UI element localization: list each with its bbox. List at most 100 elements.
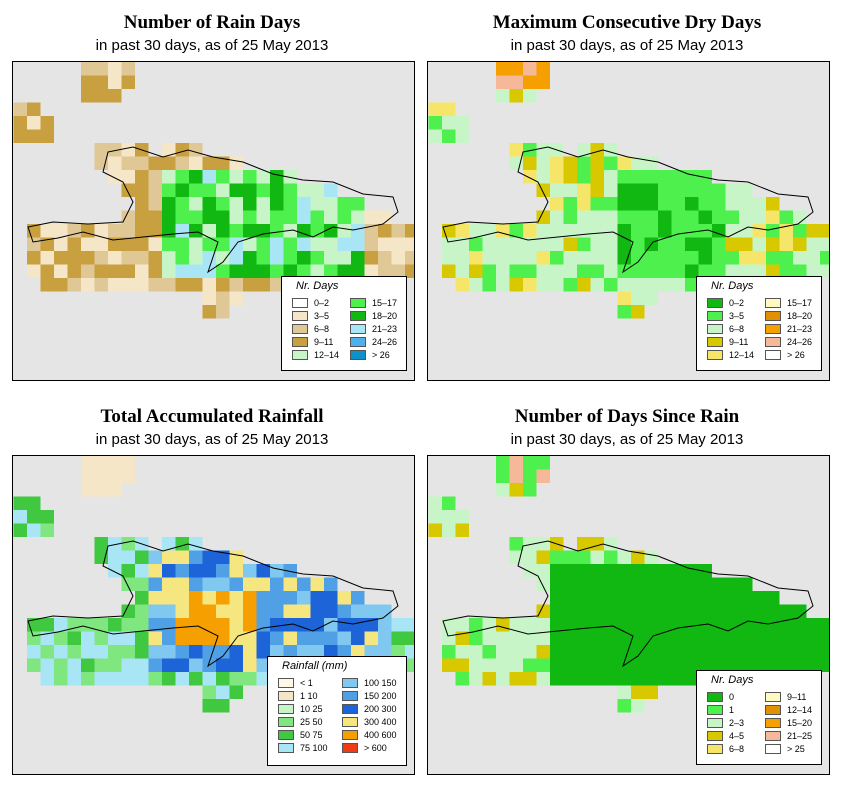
grid-cell bbox=[428, 102, 442, 116]
legend-label: 21–23 bbox=[372, 323, 398, 334]
grid-cell bbox=[698, 251, 712, 265]
grid-cell bbox=[189, 537, 203, 551]
grid-cell bbox=[189, 591, 203, 605]
grid-cell bbox=[442, 631, 456, 645]
grid-cell bbox=[550, 550, 564, 564]
grid-cell bbox=[752, 658, 766, 672]
grid-cell bbox=[536, 156, 550, 170]
grid-cell bbox=[162, 645, 176, 659]
legend-label: 9–11 bbox=[729, 336, 749, 347]
grid-cell bbox=[617, 224, 631, 238]
grid-cell bbox=[337, 604, 351, 618]
grid-cell bbox=[40, 658, 54, 672]
grid-cell bbox=[189, 183, 203, 197]
grid-cell bbox=[685, 672, 699, 686]
grid-cell bbox=[712, 210, 726, 224]
grid-cell bbox=[40, 510, 54, 524]
grid-cell bbox=[13, 116, 27, 130]
grid-cell bbox=[685, 631, 699, 645]
grid-cell bbox=[256, 604, 270, 618]
legend-label: 15–17 bbox=[372, 297, 398, 308]
grid-cell bbox=[297, 604, 311, 618]
grid-cell bbox=[81, 62, 95, 76]
grid-cell bbox=[644, 645, 658, 659]
grid-cell bbox=[442, 264, 456, 278]
grid-cell bbox=[563, 237, 577, 251]
grid-cell bbox=[310, 197, 324, 211]
grid-cell bbox=[455, 672, 469, 686]
grid-cell bbox=[364, 251, 378, 265]
grid-cell bbox=[405, 251, 414, 265]
grid-cell bbox=[40, 264, 54, 278]
grid-cell bbox=[712, 631, 726, 645]
grid-cell bbox=[442, 251, 456, 265]
grid-cell bbox=[162, 591, 176, 605]
grid-cell bbox=[216, 631, 230, 645]
grid-cell bbox=[604, 264, 618, 278]
grid-cell bbox=[94, 89, 108, 103]
grid-cell bbox=[590, 183, 604, 197]
grid-cell bbox=[523, 62, 537, 76]
grid-cell bbox=[563, 618, 577, 632]
grid-cell bbox=[189, 618, 203, 632]
grid-cell bbox=[604, 577, 618, 591]
grid-cell bbox=[148, 618, 162, 632]
grid-cell bbox=[243, 564, 257, 578]
grid-cell bbox=[270, 183, 284, 197]
grid-cell bbox=[577, 631, 591, 645]
grid-cell bbox=[469, 658, 483, 672]
grid-cell bbox=[631, 237, 645, 251]
legend-item: 10 25 bbox=[278, 703, 323, 714]
grid-cell bbox=[523, 237, 537, 251]
grid-cell bbox=[577, 658, 591, 672]
grid-cell bbox=[509, 224, 523, 238]
grid-cell bbox=[27, 102, 41, 116]
grid-cell bbox=[428, 496, 442, 510]
grid-cell bbox=[550, 156, 564, 170]
grid-cell bbox=[324, 197, 338, 211]
grid-cell bbox=[229, 564, 243, 578]
grid-cell bbox=[229, 672, 243, 686]
grid-cell bbox=[644, 618, 658, 632]
coastline bbox=[442, 146, 814, 274]
grid-cell bbox=[351, 645, 365, 659]
grid-cell bbox=[590, 156, 604, 170]
grid-cell bbox=[351, 251, 365, 265]
grid-cell bbox=[81, 89, 95, 103]
grid-cell bbox=[725, 591, 739, 605]
grid-cell bbox=[108, 658, 122, 672]
grid-cell bbox=[175, 170, 189, 184]
grid-cell bbox=[523, 550, 537, 564]
legend-swatch bbox=[707, 691, 723, 702]
grid-cell bbox=[658, 197, 672, 211]
map-grid bbox=[428, 62, 829, 319]
grid-cell bbox=[81, 456, 95, 470]
grid-cell bbox=[297, 631, 311, 645]
grid-cell bbox=[405, 658, 414, 672]
legend-label: > 600 bbox=[364, 742, 387, 753]
legend-label: 9–11 bbox=[314, 336, 334, 347]
grid-cell bbox=[820, 645, 829, 659]
grid-cell bbox=[766, 210, 780, 224]
grid-cell bbox=[148, 237, 162, 251]
grid-cell bbox=[108, 537, 122, 551]
grid-cell bbox=[94, 483, 108, 497]
grid-cell bbox=[631, 699, 645, 713]
legend-swatch bbox=[765, 743, 781, 754]
grid-cell bbox=[216, 604, 230, 618]
grid-cell bbox=[631, 672, 645, 686]
grid-cell bbox=[297, 183, 311, 197]
grid-cell bbox=[27, 116, 41, 130]
legend-swatch bbox=[765, 717, 781, 728]
grid-cell bbox=[229, 197, 243, 211]
grid-cell bbox=[725, 264, 739, 278]
grid-cell bbox=[256, 210, 270, 224]
legend-item: 400 600 bbox=[342, 729, 397, 740]
grid-cell bbox=[283, 631, 297, 645]
grid-cell bbox=[577, 237, 591, 251]
grid-cell bbox=[378, 210, 392, 224]
grid-cell bbox=[135, 564, 149, 578]
legend-item: 15–17 bbox=[350, 297, 397, 308]
grid-cell bbox=[405, 264, 414, 278]
grid-cell bbox=[644, 278, 658, 292]
